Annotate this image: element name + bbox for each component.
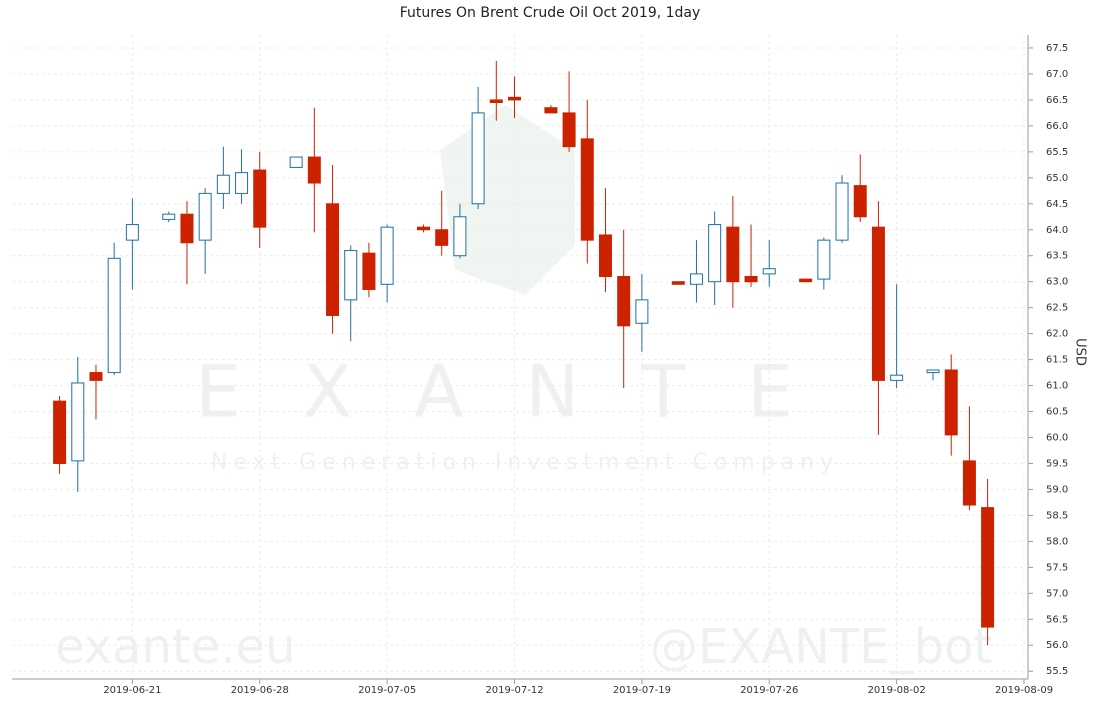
x-tick-label: 2019-08-02: [868, 685, 926, 696]
candle-body: [417, 226, 431, 231]
candle-body: [981, 507, 995, 628]
candle-body: [89, 372, 103, 381]
y-tick-label: 58.5: [1046, 510, 1068, 521]
candle-body: [580, 138, 594, 241]
candle-body: [198, 192, 212, 241]
candle-body: [544, 107, 558, 114]
candle-body: [162, 213, 176, 220]
x-tick-label: 2019-07-05: [358, 685, 416, 696]
candle-body: [944, 369, 958, 436]
candle-body: [671, 281, 685, 285]
candle-body: [125, 224, 139, 241]
candle-body: [708, 224, 722, 283]
candle-body: [489, 99, 503, 104]
candle-body: [871, 226, 885, 381]
candle-body: [799, 278, 813, 283]
y-tick-label: 59.5: [1046, 458, 1068, 469]
y-tick-label: 60.5: [1046, 407, 1068, 418]
candle-body: [835, 182, 849, 241]
candle-body: [307, 156, 321, 184]
candle-body: [216, 174, 230, 194]
y-tick-label: 60.0: [1046, 433, 1068, 444]
candle-body: [635, 299, 649, 324]
candle-body: [253, 169, 267, 228]
y-tick-label: 61.5: [1046, 355, 1068, 366]
candle-body: [180, 213, 194, 244]
candle-body: [817, 239, 831, 280]
x-tick-label: 2019-07-19: [613, 685, 671, 696]
candle-body: [744, 276, 758, 283]
candle-body: [435, 229, 449, 246]
candle-body: [235, 172, 249, 194]
x-tick-label: 2019-06-28: [231, 685, 289, 696]
watermark-text: EXANTE: [195, 350, 854, 434]
y-tick-label: 57.0: [1046, 588, 1068, 599]
y-tick-label: 63.5: [1046, 251, 1068, 262]
watermark-text: exante.eu: [55, 619, 296, 675]
candle-body: [962, 460, 976, 506]
candle-body: [508, 96, 521, 101]
candle-body: [326, 203, 340, 316]
candle-body: [598, 234, 612, 277]
candle-body: [289, 156, 303, 168]
y-tick-label: 55.5: [1046, 666, 1068, 677]
y-tick-label: 63.0: [1046, 277, 1068, 288]
watermark-text: Next Generation Investment Company: [211, 450, 839, 475]
candle-body: [453, 216, 467, 257]
y-tick-label: 59.0: [1046, 484, 1068, 495]
candle-body: [617, 276, 631, 327]
candle-body: [890, 374, 904, 381]
watermark-text: @EXANTE_bot: [650, 619, 992, 675]
y-tick-label: 67.0: [1046, 69, 1068, 80]
watermark: EXANTE Next Generation Investment Compan…: [55, 105, 992, 675]
y-tick-label: 56.0: [1046, 640, 1068, 651]
x-tick-label: 2019-07-26: [740, 685, 798, 696]
candle-body: [71, 382, 85, 462]
candle-body: [107, 257, 121, 374]
y-tick-label: 62.5: [1046, 303, 1068, 314]
y-tick-label: 67.5: [1046, 43, 1068, 54]
chart-title: Futures On Brent Crude Oil Oct 2019, 1da…: [400, 5, 701, 21]
candle-body: [344, 250, 358, 301]
candle-body: [689, 273, 703, 285]
candle-body: [762, 268, 776, 275]
y-tick-label: 62.0: [1046, 329, 1068, 340]
y-tick-label: 61.0: [1046, 381, 1068, 392]
candle-body: [380, 226, 394, 285]
candle-body: [53, 400, 67, 464]
x-tick-label: 2019-06-21: [103, 685, 161, 696]
candle-body: [853, 185, 867, 218]
y-tick-label: 64.0: [1046, 225, 1068, 236]
y-tick-label: 66.5: [1046, 95, 1068, 106]
candle-body: [562, 112, 576, 148]
x-tick-label: 2019-07-12: [485, 685, 543, 696]
y-axis-label: USD: [1073, 338, 1088, 366]
y-tick-label: 65.0: [1046, 173, 1068, 184]
x-tick-label: 2019-08-09: [995, 685, 1053, 696]
candle-body: [726, 226, 740, 283]
y-tick-label: 64.5: [1046, 199, 1068, 210]
candle-body: [471, 112, 485, 205]
y-tick-label: 58.0: [1046, 536, 1068, 547]
candle-body: [926, 369, 940, 374]
candle-body: [362, 252, 376, 290]
y-tick-label: 57.5: [1046, 562, 1068, 573]
y-tick-label: 66.0: [1046, 121, 1068, 132]
y-tick-label: 65.5: [1046, 147, 1068, 158]
y-tick-label: 56.5: [1046, 614, 1068, 625]
